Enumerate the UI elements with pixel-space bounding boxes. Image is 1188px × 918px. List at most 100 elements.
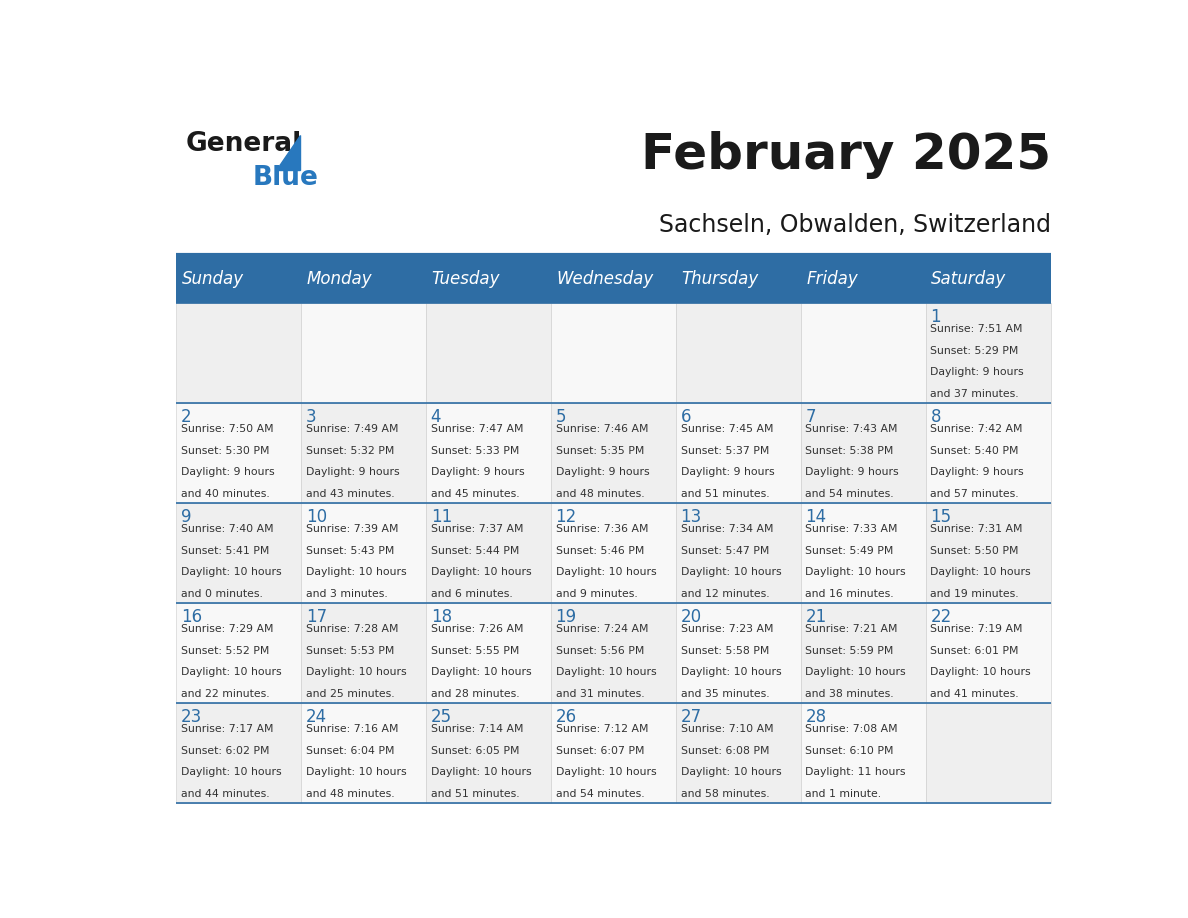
Text: Sunset: 5:55 PM: Sunset: 5:55 PM [430,645,519,655]
Text: 23: 23 [181,708,202,726]
Text: Sunrise: 7:36 AM: Sunrise: 7:36 AM [556,524,649,534]
Text: 12: 12 [556,508,577,526]
FancyBboxPatch shape [925,503,1051,603]
FancyBboxPatch shape [801,403,925,503]
Text: 8: 8 [930,408,941,426]
FancyBboxPatch shape [426,255,551,303]
Text: Daylight: 10 hours: Daylight: 10 hours [556,567,656,577]
Text: Sunday: Sunday [182,270,244,288]
Text: and 6 minutes.: and 6 minutes. [430,588,512,599]
Text: 13: 13 [681,508,702,526]
Text: and 9 minutes.: and 9 minutes. [556,588,637,599]
Text: Sunrise: 7:40 AM: Sunrise: 7:40 AM [181,524,273,534]
Text: 11: 11 [430,508,451,526]
Text: 6: 6 [681,408,691,426]
Text: Daylight: 10 hours: Daylight: 10 hours [305,567,406,577]
Text: 16: 16 [181,608,202,626]
Text: and 0 minutes.: and 0 minutes. [181,588,263,599]
Text: and 41 minutes.: and 41 minutes. [930,688,1019,699]
Text: and 38 minutes.: and 38 minutes. [805,688,895,699]
FancyBboxPatch shape [426,303,551,403]
Text: Sunrise: 7:21 AM: Sunrise: 7:21 AM [805,624,898,634]
Text: Daylight: 9 hours: Daylight: 9 hours [930,367,1024,377]
Text: Sunset: 5:56 PM: Sunset: 5:56 PM [556,645,644,655]
Text: Sunrise: 7:26 AM: Sunrise: 7:26 AM [430,624,523,634]
Text: General: General [185,131,302,157]
Text: Sunset: 6:01 PM: Sunset: 6:01 PM [930,645,1019,655]
FancyBboxPatch shape [925,303,1051,403]
FancyBboxPatch shape [551,703,676,803]
FancyBboxPatch shape [551,255,676,303]
Text: 21: 21 [805,608,827,626]
Text: Sunset: 5:50 PM: Sunset: 5:50 PM [930,545,1019,555]
FancyBboxPatch shape [676,403,801,503]
Text: Sunrise: 7:37 AM: Sunrise: 7:37 AM [430,524,523,534]
Text: 24: 24 [305,708,327,726]
FancyBboxPatch shape [925,403,1051,503]
FancyBboxPatch shape [176,255,301,303]
Text: Daylight: 10 hours: Daylight: 10 hours [430,667,531,677]
Text: and 22 minutes.: and 22 minutes. [181,688,270,699]
Text: Sunrise: 7:51 AM: Sunrise: 7:51 AM [930,324,1023,334]
Text: 5: 5 [556,408,565,426]
Text: 27: 27 [681,708,702,726]
FancyBboxPatch shape [426,703,551,803]
Text: Daylight: 10 hours: Daylight: 10 hours [681,567,782,577]
Text: Sunrise: 7:10 AM: Sunrise: 7:10 AM [681,724,773,734]
Text: Sunrise: 7:47 AM: Sunrise: 7:47 AM [430,424,523,434]
Text: Sunrise: 7:16 AM: Sunrise: 7:16 AM [305,724,398,734]
FancyBboxPatch shape [301,303,426,403]
Text: Sunrise: 7:50 AM: Sunrise: 7:50 AM [181,424,273,434]
Text: Sunrise: 7:49 AM: Sunrise: 7:49 AM [305,424,398,434]
FancyBboxPatch shape [301,703,426,803]
Text: Daylight: 10 hours: Daylight: 10 hours [681,767,782,778]
FancyBboxPatch shape [676,303,801,403]
Text: Daylight: 10 hours: Daylight: 10 hours [805,567,906,577]
Text: 18: 18 [430,608,451,626]
FancyBboxPatch shape [925,703,1051,803]
Text: Daylight: 10 hours: Daylight: 10 hours [181,667,282,677]
Text: Sunrise: 7:23 AM: Sunrise: 7:23 AM [681,624,773,634]
Text: Sunset: 5:52 PM: Sunset: 5:52 PM [181,645,270,655]
Text: Sunset: 5:30 PM: Sunset: 5:30 PM [181,446,270,455]
Text: Sunset: 6:04 PM: Sunset: 6:04 PM [305,745,394,756]
Text: 28: 28 [805,708,827,726]
Text: 22: 22 [930,608,952,626]
FancyBboxPatch shape [176,303,301,403]
FancyBboxPatch shape [551,503,676,603]
Text: Sunrise: 7:12 AM: Sunrise: 7:12 AM [556,724,649,734]
Text: Daylight: 9 hours: Daylight: 9 hours [681,467,775,477]
FancyBboxPatch shape [676,503,801,603]
Text: Thursday: Thursday [682,270,759,288]
Text: Daylight: 10 hours: Daylight: 10 hours [430,567,531,577]
FancyBboxPatch shape [801,503,925,603]
Text: Daylight: 10 hours: Daylight: 10 hours [556,667,656,677]
FancyBboxPatch shape [801,303,925,403]
Text: and 12 minutes.: and 12 minutes. [681,588,769,599]
Text: and 19 minutes.: and 19 minutes. [930,588,1019,599]
Text: Sunrise: 7:08 AM: Sunrise: 7:08 AM [805,724,898,734]
Text: 15: 15 [930,508,952,526]
Text: Sunrise: 7:28 AM: Sunrise: 7:28 AM [305,624,398,634]
Text: Sunset: 5:43 PM: Sunset: 5:43 PM [305,545,394,555]
FancyBboxPatch shape [676,603,801,703]
Text: and 44 minutes.: and 44 minutes. [181,789,270,799]
FancyBboxPatch shape [176,503,301,603]
FancyBboxPatch shape [301,503,426,603]
Text: 7: 7 [805,408,816,426]
Text: and 48 minutes.: and 48 minutes. [556,488,644,498]
Text: Friday: Friday [807,270,858,288]
Text: Sunrise: 7:24 AM: Sunrise: 7:24 AM [556,624,649,634]
FancyBboxPatch shape [551,603,676,703]
Text: and 51 minutes.: and 51 minutes. [681,488,769,498]
Text: Sunrise: 7:43 AM: Sunrise: 7:43 AM [805,424,898,434]
Text: and 51 minutes.: and 51 minutes. [430,789,519,799]
Text: Sunset: 5:32 PM: Sunset: 5:32 PM [305,446,394,455]
Text: and 54 minutes.: and 54 minutes. [556,789,644,799]
Text: Daylight: 9 hours: Daylight: 9 hours [805,467,899,477]
Text: Daylight: 10 hours: Daylight: 10 hours [305,767,406,778]
Text: Daylight: 10 hours: Daylight: 10 hours [430,767,531,778]
Text: 19: 19 [556,608,576,626]
Text: 10: 10 [305,508,327,526]
Text: Wednesday: Wednesday [556,270,653,288]
